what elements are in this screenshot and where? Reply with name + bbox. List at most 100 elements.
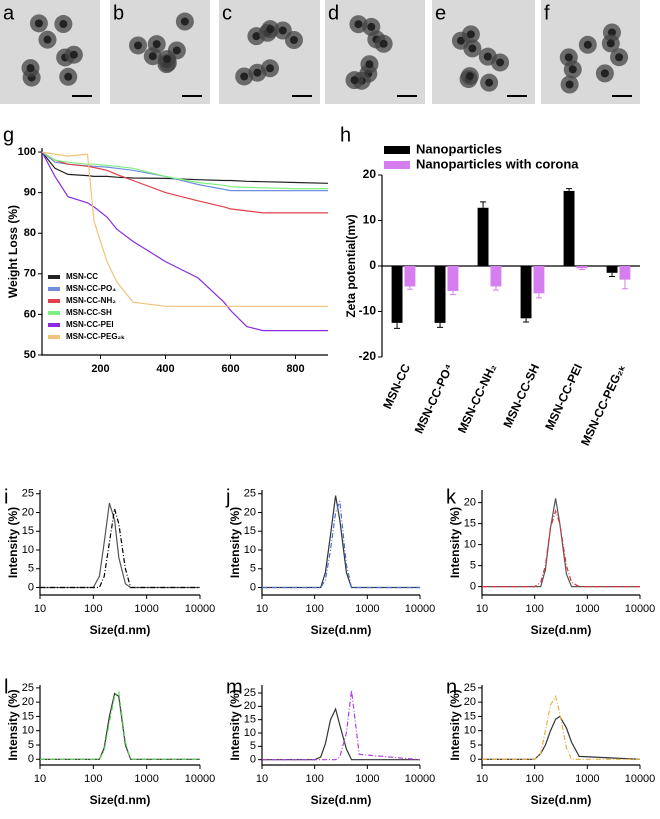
error-bar — [609, 272, 616, 277]
series-line — [40, 502, 200, 589]
y-tick-label: 0 — [28, 581, 34, 593]
y-tick-label: 0 — [470, 581, 476, 593]
x-tick-label: 10 — [476, 603, 488, 615]
y-tick-label: 15 — [22, 710, 34, 722]
panel-label: n — [446, 676, 457, 698]
y-tick-label: 0 — [369, 258, 376, 272]
y-tick-label: 0 — [28, 753, 34, 765]
nanoparticle-core — [496, 58, 505, 67]
x-tick-label: 10 — [256, 603, 268, 615]
x-tick-label: 600 — [221, 363, 239, 375]
series-line — [262, 501, 420, 589]
nanoparticle-core — [354, 20, 363, 29]
x-tick-label: 10000 — [405, 773, 436, 785]
x-tick-label: 400 — [156, 363, 174, 375]
series-line — [41, 151, 328, 307]
y-tick-label: 5 — [28, 563, 34, 575]
nanoparticle-core — [134, 41, 143, 50]
nanoparticle-core — [180, 17, 189, 26]
nanoparticle-core — [69, 50, 78, 59]
nanoparticle-core — [568, 65, 577, 74]
nanoparticle-core — [59, 20, 68, 29]
y-tick-label: 10 — [22, 544, 34, 556]
series-line — [262, 707, 420, 761]
series-line — [482, 694, 640, 760]
y-tick-label: 0 — [250, 581, 256, 593]
panel-label: j — [225, 486, 230, 508]
series-line — [41, 151, 329, 184]
panel-label: b — [113, 2, 124, 24]
nanoparticle-core — [34, 19, 43, 28]
x-axis-label: Size(d.nm) — [311, 793, 372, 807]
x-tick-label: MSN-CC-SH — [500, 362, 542, 430]
bar — [490, 266, 502, 287]
y-tick-label: 50 — [24, 349, 36, 361]
tem-image — [325, 0, 425, 104]
x-tick-label: MSN-CC-PO⁴ — [412, 362, 457, 436]
x-tick-label: 1000 — [134, 603, 158, 615]
y-tick-label: 15 — [22, 525, 34, 537]
y-axis-label: Intensity (%) — [6, 507, 20, 578]
y-tick-label: 20 — [22, 506, 34, 518]
bar — [447, 266, 459, 292]
y-tick-label: 15 — [244, 714, 256, 726]
y-axis-label: Intensity (%) — [448, 689, 462, 760]
y-tick-label: 5 — [470, 560, 476, 572]
panel-label: i — [4, 486, 8, 508]
nanoparticle-core — [365, 60, 374, 69]
error-bar — [523, 318, 530, 323]
x-tick-label: 1000 — [355, 603, 379, 615]
y-tick-label: 25 — [244, 687, 256, 699]
panel-label: f — [544, 2, 550, 24]
x-tick-label: MSN-CC-PEI — [542, 362, 585, 433]
y-tick-label: 0 — [250, 754, 256, 766]
y-tick-label: 100 — [18, 146, 36, 158]
x-tick-label: 100 — [305, 603, 323, 615]
x-tick-label: 1000 — [355, 773, 379, 785]
legend-label: Nanoparticles — [416, 141, 502, 156]
x-tick-label: 200 — [91, 363, 109, 375]
nanoparticle-core — [379, 39, 388, 48]
series-line — [482, 498, 640, 588]
x-axis-label: Size(d.nm) — [531, 623, 592, 637]
x-tick-label: MSN-CC-PEG₂ₖ — [578, 362, 628, 448]
axes — [261, 490, 420, 596]
series-line — [482, 715, 641, 760]
series-line — [262, 495, 420, 589]
bar — [606, 266, 618, 273]
y-tick-label: 25 — [244, 488, 256, 500]
panel-label: l — [4, 676, 8, 698]
y-tick-label: 20 — [244, 700, 256, 712]
error-bar — [621, 279, 628, 290]
x-tick-label: 10000 — [185, 603, 216, 615]
y-tick-label: 60 — [24, 308, 36, 320]
x-axis-label: Size(d.nm) — [531, 793, 592, 807]
error-bar — [437, 322, 444, 328]
nanoparticle-core — [564, 53, 573, 62]
y-tick-label: 10 — [464, 725, 476, 737]
x-tick-label: 100 — [84, 773, 102, 785]
nanoparticle-core — [485, 78, 494, 87]
legend-label: MSN-CC — [66, 272, 98, 281]
y-tick-label: 5 — [470, 739, 476, 751]
nanoparticle-core — [565, 80, 574, 89]
nanoparticle-core — [367, 22, 376, 31]
error-bar — [535, 293, 542, 299]
nanoparticle-core — [468, 44, 477, 53]
x-tick-label: MSN-CC — [380, 361, 413, 411]
bar — [477, 207, 489, 266]
nanoparticle-core — [466, 30, 475, 39]
series-line — [41, 151, 328, 190]
nanoparticle-core — [600, 69, 609, 78]
x-tick-label: 100 — [305, 773, 323, 785]
y-tick-label: 10 — [244, 727, 256, 739]
y-tick-label: -10 — [359, 304, 377, 318]
axes — [481, 490, 640, 596]
axes — [481, 685, 640, 766]
y-tick-label: 5 — [250, 740, 256, 752]
y-tick-label: 25 — [22, 682, 34, 694]
panel-label: k — [446, 486, 457, 508]
panel-label: d — [328, 2, 339, 24]
x-tick-label: 100 — [525, 603, 543, 615]
y-axis-label: Intensity (%) — [448, 507, 462, 578]
